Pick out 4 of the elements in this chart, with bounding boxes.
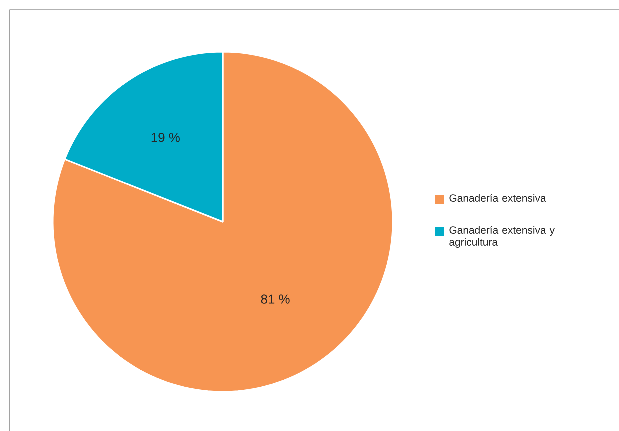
data-label: 81 % bbox=[261, 294, 290, 304]
data-label: 19 % bbox=[152, 133, 180, 142]
legend-label: Ganadería extensiva y agricultura bbox=[450, 226, 555, 248]
legend-label: Ganadería extensiva bbox=[450, 194, 546, 202]
